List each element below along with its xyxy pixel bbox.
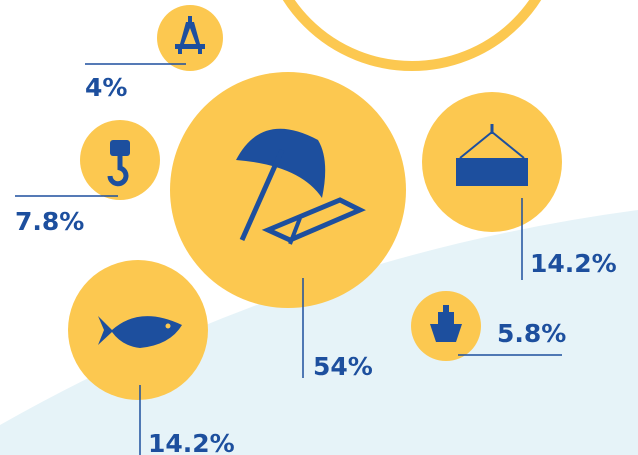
hook-bubble — [80, 120, 160, 200]
top-ring — [282, 0, 542, 71]
percent-label: 4% — [85, 73, 127, 102]
percent-label: 5.8% — [497, 319, 566, 348]
percent-label: 7.8% — [15, 207, 84, 236]
percent-label: 14.2% — [530, 249, 617, 278]
percent-label: 54% — [313, 352, 373, 381]
oil-rig-bubble — [157, 5, 223, 71]
percent-label: 14.2% — [148, 429, 235, 455]
ship-bubble — [411, 291, 481, 361]
beach-bubble — [170, 72, 406, 308]
container-bubble — [422, 92, 562, 232]
fish-bubble — [68, 260, 208, 400]
